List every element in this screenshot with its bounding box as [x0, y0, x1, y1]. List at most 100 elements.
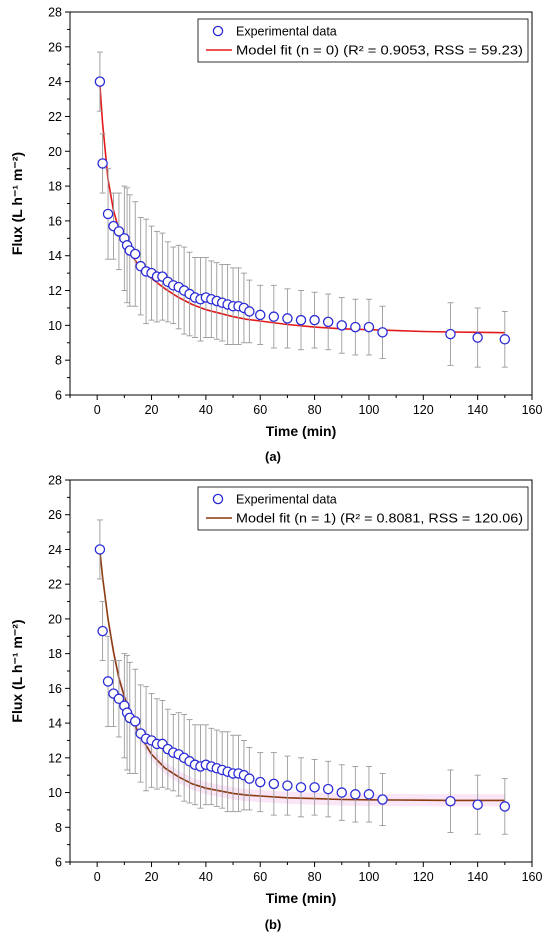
y-tick-label: 22 [48, 578, 62, 592]
data-point [499, 334, 511, 345]
x-tick-label: 120 [413, 870, 434, 884]
y-tick-label: 22 [48, 110, 62, 124]
legend-label-points: Experimental data [236, 25, 337, 39]
x-tick-label: 60 [253, 870, 267, 884]
y-tick-label: 18 [48, 180, 62, 194]
x-tick-label: 0 [94, 403, 101, 417]
x-tick-label: 100 [359, 870, 380, 884]
y-tick-label: 18 [48, 647, 62, 661]
legend-label-fit: Model fit (n = 1) (R² = 0.8081, RSS = 12… [236, 512, 523, 526]
data-point [282, 780, 293, 791]
x-tick-label: 40 [199, 870, 213, 884]
legend-marker-points [212, 493, 224, 505]
data-point [254, 309, 266, 321]
data-point [268, 311, 280, 322]
data-point [94, 76, 106, 87]
y-tick-label: 14 [48, 249, 62, 263]
data-point [363, 789, 375, 800]
data-point [377, 794, 388, 805]
y-tick-label: 14 [48, 717, 62, 731]
x-tick-label: 60 [253, 403, 267, 417]
y-tick-label: 8 [55, 354, 62, 368]
x-tick-label: 160 [522, 870, 543, 884]
data-point [295, 782, 307, 793]
panel-b: 0 20 40 60 80 100 120 140 160 6 8 10 12 14 16 18 20 22 24 2… [9, 474, 542, 933]
x-tick-label: 160 [522, 403, 543, 417]
panel-a: 0 20 40 60 80 100 120 140 160 6 8 10 12 14 16 18 20 22 24 2… [9, 6, 542, 465]
x-tick-label: 0 [94, 870, 101, 884]
data-point [363, 321, 375, 333]
y-tick-label: 28 [48, 6, 62, 20]
data-point [244, 773, 255, 784]
data-point [97, 158, 108, 169]
data-point [295, 314, 307, 326]
data-point [113, 693, 125, 705]
y-tick-label: 26 [48, 40, 62, 54]
data-point [282, 313, 293, 324]
legend-box [197, 18, 529, 63]
x-tick-label: 80 [308, 870, 322, 884]
data-point [268, 778, 280, 790]
data-point [472, 799, 483, 810]
data-point [113, 226, 125, 237]
legend-marker-points [212, 25, 224, 37]
y-tick-label: 8 [55, 821, 62, 835]
data-point [322, 316, 334, 328]
x-tick-label: 80 [308, 403, 322, 417]
x-tick-label: 100 [359, 403, 380, 417]
data-point [336, 787, 348, 798]
y-axis-label: Flux (L h⁻¹ m⁻²) [9, 152, 25, 255]
y-tick-label: 10 [48, 786, 62, 800]
data-point [445, 795, 456, 807]
y-tick-label: 24 [48, 75, 62, 89]
y-tick-label: 16 [48, 682, 62, 696]
data-point [94, 544, 106, 555]
data-point [336, 320, 348, 331]
data-point [309, 314, 320, 326]
data-point [377, 327, 388, 338]
y-tick-label: 12 [48, 284, 62, 298]
y-tick-label: 20 [48, 612, 62, 626]
data-point [350, 321, 361, 333]
data-point [254, 776, 266, 788]
x-axis-label: Time (min) [266, 890, 337, 906]
data-point [129, 248, 141, 260]
model-fit-line [99, 85, 505, 334]
x-tick-label: 140 [467, 403, 488, 417]
x-tick-label: 20 [145, 870, 159, 884]
y-tick-label: 6 [55, 389, 62, 403]
data-point [244, 306, 255, 317]
y-tick-label: 24 [48, 543, 62, 557]
data-point [499, 801, 511, 812]
data-point [322, 783, 334, 795]
data-point [472, 332, 483, 343]
panel-caption: (a) [265, 449, 281, 464]
legend-box [197, 486, 529, 531]
data-point [102, 676, 114, 687]
data-point [445, 328, 456, 340]
y-tick-label: 28 [48, 474, 62, 488]
confidence-band [99, 545, 505, 807]
y-tick-label: 10 [48, 319, 62, 333]
legend-label-points: Experimental data [236, 493, 337, 507]
y-tick-label: 16 [48, 214, 62, 228]
x-tick-label: 140 [467, 870, 488, 884]
legend-label-fit: Model fit (n = 0) (R² = 0.9053, RSS = 59… [236, 44, 523, 58]
data-point [350, 789, 361, 800]
y-tick-label: 26 [48, 508, 62, 522]
y-tick-label: 20 [48, 145, 62, 159]
y-tick-label: 6 [55, 856, 62, 870]
x-tick-label: 120 [413, 403, 434, 417]
model-fit-line [99, 551, 505, 802]
data-point [97, 625, 108, 637]
data-point [102, 208, 114, 220]
panel-caption: (b) [265, 917, 282, 932]
y-tick-label: 12 [48, 751, 62, 765]
x-axis-label: Time (min) [266, 423, 337, 439]
data-point [309, 782, 320, 793]
x-tick-label: 20 [145, 403, 159, 417]
data-point [129, 716, 141, 727]
y-axis-label: Flux (L h⁻¹ m⁻²) [9, 619, 25, 722]
x-tick-label: 40 [199, 403, 213, 417]
